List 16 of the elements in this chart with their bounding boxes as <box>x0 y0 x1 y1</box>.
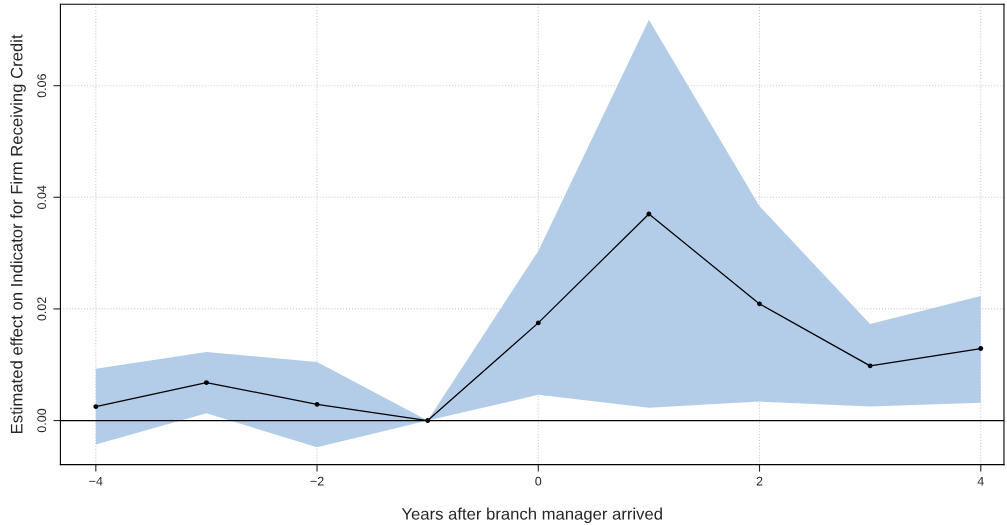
y-axis-title: Estimated effect on Indicator for Firm Receiving Credit <box>10 34 26 433</box>
y-tick-label: 0.02 <box>37 297 47 321</box>
y-tick-label: 0.00 <box>37 408 47 433</box>
point <box>978 346 984 351</box>
point <box>204 380 209 386</box>
x-tick-label: 2 <box>756 476 763 486</box>
point <box>425 418 431 423</box>
x-tick-label: −4 <box>89 476 103 486</box>
x-axis-title: Years after branch manager arrived <box>401 507 662 524</box>
point <box>93 404 99 410</box>
x-tick-label: −2 <box>310 476 324 486</box>
y-tick-label: 0.04 <box>37 185 47 209</box>
x-tick-label: 4 <box>977 476 984 486</box>
x-tick-label: 0 <box>535 476 542 486</box>
y-tick-label: 0.06 <box>37 74 47 98</box>
point <box>535 320 541 326</box>
